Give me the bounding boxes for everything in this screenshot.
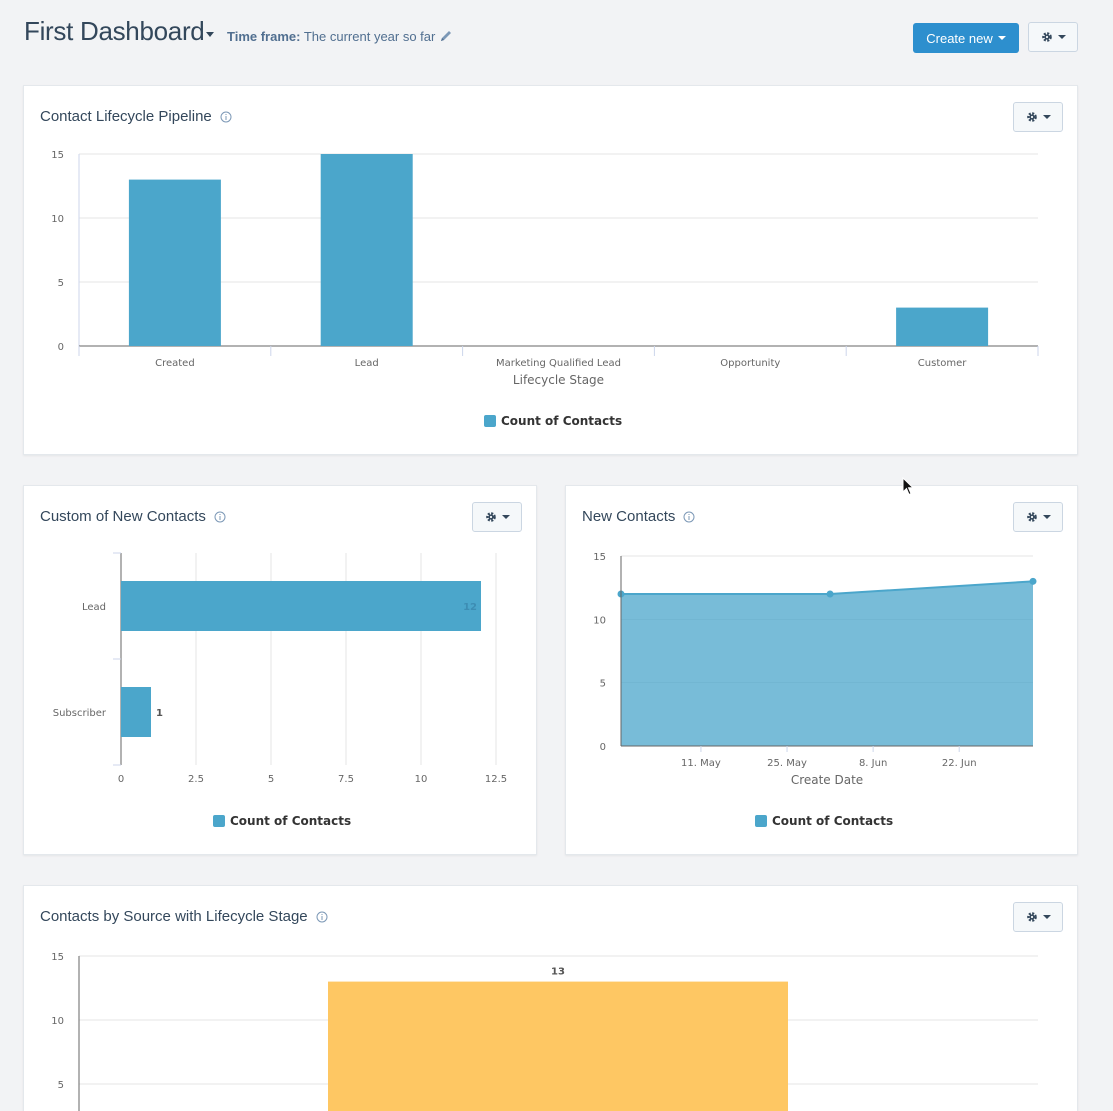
bar [121, 581, 481, 631]
new-contacts-card: New Contacts 0 5 10 15 11. May 25. May 8. Jun 2… [565, 485, 1078, 855]
gear-icon [1026, 912, 1037, 922]
info-icon[interactable] [214, 511, 226, 523]
dashboard-header: First Dashboard Time frame: The current … [0, 0, 1113, 70]
legend-label: Count of Contacts [501, 414, 623, 428]
data-point [826, 590, 834, 598]
dashboard-dropdown-caret-icon[interactable] [206, 32, 214, 37]
legend-swatch [213, 815, 225, 827]
bar [328, 981, 788, 1111]
chevron-down-icon [1057, 35, 1066, 39]
info-icon[interactable] [220, 111, 232, 123]
y-tick-label: 10 [51, 214, 64, 225]
legend-swatch [484, 415, 496, 427]
by-source-title: Contacts by Source with Lifecycle Stage [40, 908, 308, 925]
x-tick-label: 11. May [681, 758, 721, 769]
card-settings-button[interactable] [1013, 102, 1063, 132]
gear-icon [1026, 112, 1037, 122]
new-contacts-chart: 0 5 10 15 11. May 25. May 8. Jun 22. Jun Create … [593, 552, 1037, 787]
custom-chart: 0 2.5 5 7.5 10 12.5 Lead 12 Subscriber 1 [53, 552, 507, 785]
y-tick-label: 10 [51, 1016, 64, 1027]
x-tick-label: 22. Jun [942, 758, 977, 769]
y-tick-label: 10 [593, 615, 606, 626]
new-contacts-title: New Contacts [582, 508, 676, 525]
y-tick-label: 5 [58, 1080, 64, 1091]
x-tick-label: 5 [268, 774, 274, 785]
y-tick-label: 5 [58, 278, 64, 289]
y-tick-label: 5 [600, 679, 606, 690]
y-tick-label: 0 [600, 742, 606, 753]
x-tick-label: 12.5 [485, 774, 507, 785]
by-source-chart: 5 10 15 13 [51, 952, 1038, 1111]
gear-icon [1026, 512, 1037, 522]
chevron-down-icon [1042, 515, 1051, 519]
create-new-label: Create new [926, 30, 993, 46]
chart-legend[interactable]: Count of Contacts [755, 814, 893, 828]
card-title: New Contacts [582, 508, 695, 525]
card-settings-button[interactable] [1013, 502, 1063, 532]
card-settings-button[interactable] [1013, 902, 1063, 932]
timeframe-text: Time frame: The current year so far [227, 29, 435, 44]
timeframe-value: The current year so far [303, 29, 436, 44]
data-point [1029, 577, 1037, 585]
legend-swatch [755, 815, 767, 827]
gear-icon [1041, 32, 1052, 42]
card-title: Contact Lifecycle Pipeline [40, 108, 232, 125]
legend-label: Count of Contacts [772, 814, 894, 828]
x-tick-label: 25. May [767, 758, 807, 769]
pencil-icon[interactable] [439, 29, 453, 43]
info-icon[interactable] [316, 911, 328, 923]
bar [896, 307, 989, 346]
bar [320, 154, 413, 346]
legend-label: Count of Contacts [230, 814, 352, 828]
card-settings-button[interactable] [472, 502, 522, 532]
pipeline-chart: 0 5 10 15 Created Lead Marketing Qualified Lea… [51, 150, 1039, 387]
chevron-down-icon [501, 515, 510, 519]
dashboard-settings-button[interactable] [1028, 22, 1078, 52]
card-title: Contacts by Source with Lifecycle Stage [40, 908, 328, 925]
by-source-card: Contacts by Source with Lifecycle Stage … [23, 885, 1078, 1111]
x-axis-title: Lifecycle Stage [513, 373, 604, 387]
x-tick-label: Created [155, 358, 195, 369]
x-tick-label: Opportunity [720, 358, 780, 369]
custom-card: Custom of New Contacts 0 2.5 5 7.5 10 12.5 Lea… [23, 485, 537, 855]
bar [128, 179, 221, 346]
y-tick-label: 15 [593, 552, 606, 563]
y-tick-label: Lead [82, 602, 106, 613]
timeframe-label: Time frame: [227, 29, 301, 44]
chart-legend[interactable]: Count of Contacts [213, 814, 351, 828]
chevron-down-icon [1042, 915, 1051, 919]
chevron-down-icon [997, 36, 1006, 40]
y-tick-label: 0 [58, 342, 64, 353]
x-tick-label: Marketing Qualified Lead [496, 358, 621, 369]
data-label: 1 [156, 708, 163, 719]
x-tick-label: 0 [118, 774, 124, 785]
bar [121, 687, 151, 737]
area-fill [621, 581, 1033, 746]
chart-legend[interactable]: Count of Contacts [484, 414, 622, 428]
mouse-cursor-icon [902, 477, 915, 496]
y-tick-label: 15 [51, 150, 64, 161]
x-tick-label: 8. Jun [859, 758, 887, 769]
chevron-down-icon [1042, 115, 1051, 119]
x-tick-label: 10 [415, 774, 428, 785]
x-tick-label: Lead [355, 358, 379, 369]
x-tick-label: 7.5 [338, 774, 354, 785]
y-tick-label: 15 [51, 952, 64, 963]
dashboard-title[interactable]: First Dashboard [24, 16, 205, 46]
pipeline-card: Contact Lifecycle Pipeline 0 5 10 15 Created… [23, 85, 1078, 455]
gear-icon [485, 512, 496, 522]
data-label: 12 [463, 602, 477, 613]
x-tick-label: 2.5 [188, 774, 204, 785]
card-title: Custom of New Contacts [40, 508, 226, 525]
custom-title: Custom of New Contacts [40, 508, 206, 525]
pipeline-title: Contact Lifecycle Pipeline [40, 108, 212, 125]
x-axis-title: Create Date [791, 773, 863, 787]
x-tick-label: Customer [918, 358, 967, 369]
y-tick-label: Subscriber [53, 708, 107, 719]
data-label: 13 [551, 967, 565, 978]
info-icon[interactable] [683, 511, 695, 523]
create-new-button[interactable]: Create new [913, 23, 1019, 53]
